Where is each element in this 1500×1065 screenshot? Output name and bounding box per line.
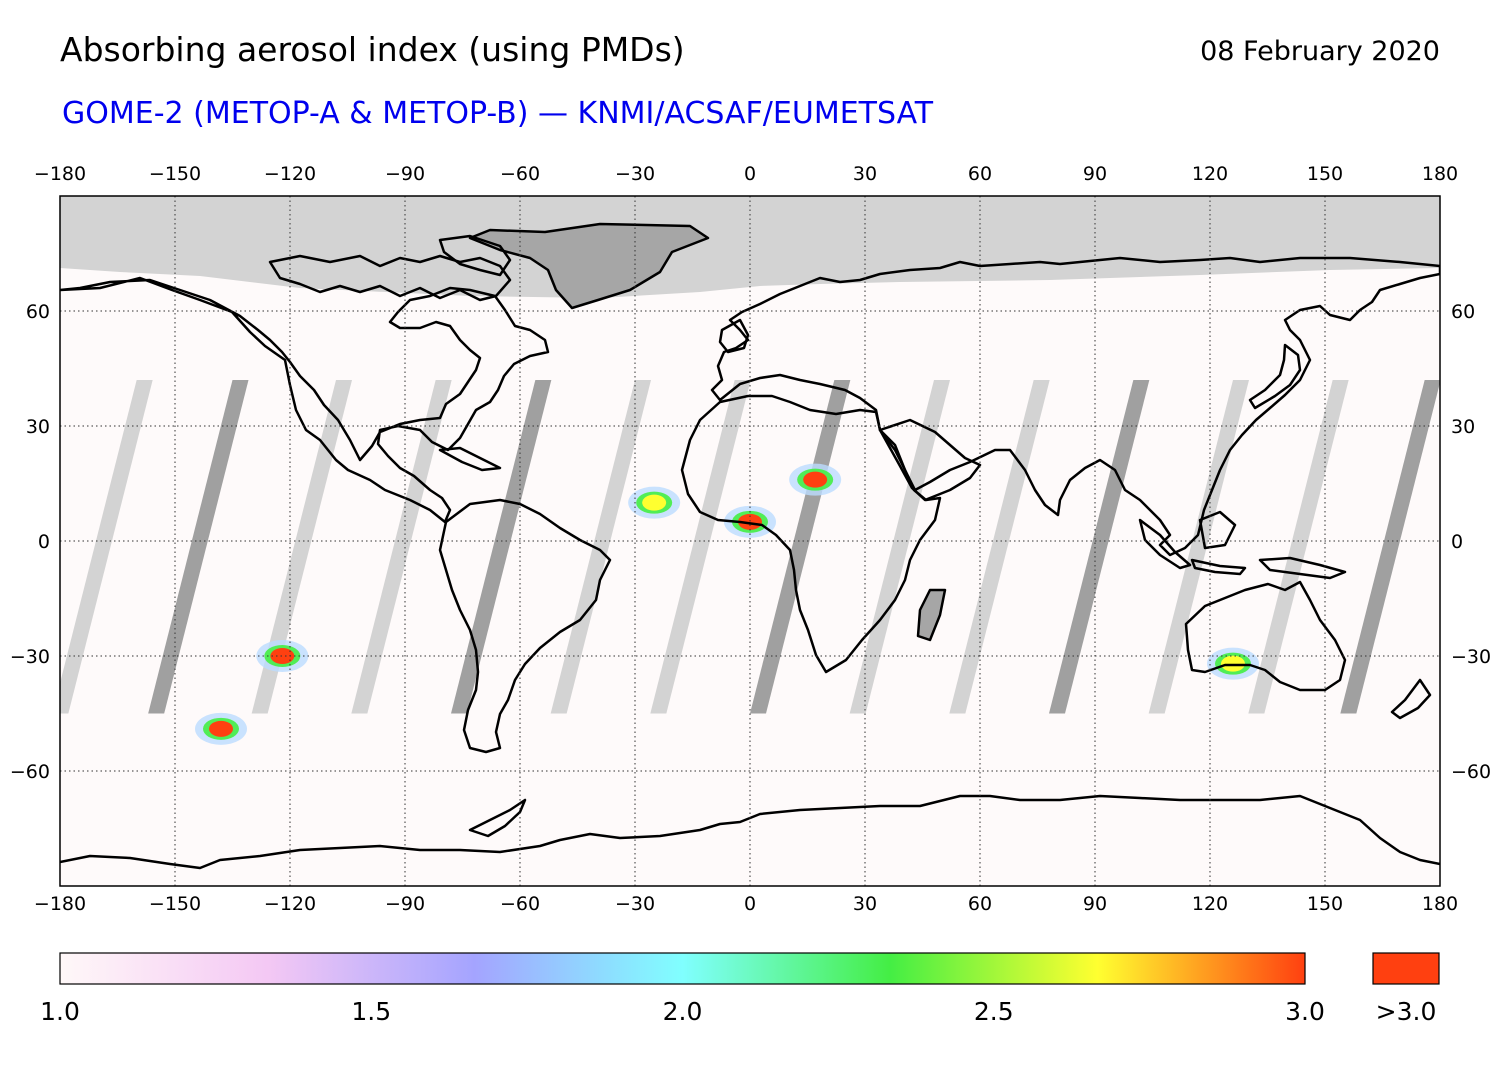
australia-south-core	[1221, 655, 1245, 672]
eurasia-outline	[710, 256, 1440, 557]
greenland-outline	[468, 222, 710, 310]
lon-tick-label: −30	[615, 163, 655, 185]
gulf-of-guinea-core	[738, 513, 762, 530]
orbit-gap-swath	[849, 380, 950, 714]
indonesia-outline	[1138, 510, 1347, 580]
orbit-gap-swath	[1049, 380, 1150, 714]
colorbar-tick-label: 1.5	[351, 997, 391, 1026]
map-frame	[59, 195, 1441, 887]
australia-outline	[1184, 580, 1347, 692]
lon-tick-label: −120	[264, 893, 316, 915]
lon-tick-label: 180	[1422, 163, 1458, 185]
lat-tick-label: −30	[1451, 646, 1491, 668]
lon-tick-label: 150	[1307, 893, 1343, 915]
map-date: 08 February 2020	[1200, 36, 1440, 67]
cuba-outline	[438, 446, 502, 472]
lat-tick-label: 0	[1451, 531, 1463, 553]
lon-tick-label: −90	[385, 163, 425, 185]
south-america-outline	[438, 498, 612, 754]
lon-tick-label: 180	[1422, 893, 1458, 915]
lon-tick-label: 150	[1307, 163, 1343, 185]
antarctic-peninsula	[468, 798, 527, 838]
chad-africa-core	[803, 471, 828, 488]
atlantic-dust-core	[642, 494, 667, 511]
north-america-outline	[60, 276, 550, 524]
orbit-gap-swath	[148, 380, 249, 714]
uk-outline	[718, 318, 750, 354]
lon-tick-label: 0	[744, 893, 756, 915]
aerosol-hotspot-group	[195, 463, 1259, 745]
madagascar-outline	[916, 588, 947, 642]
lat-tick-label: −60	[10, 761, 50, 783]
baffin-island	[438, 234, 512, 277]
orbit-gap-group	[60, 380, 1440, 714]
lon-tick-label: −120	[264, 163, 316, 185]
lon-tick-label: 0	[744, 163, 756, 185]
axis-ticks: −180 −180 −150 −150 −120 −120 −90 −90 −60 −60 −30 −…	[10, 163, 1491, 915]
orbit-gap-swath	[550, 380, 651, 714]
orbit-gap-swath	[750, 380, 851, 714]
colorbar: 1.0 1.5 2.0 2.5 3.0 >3.0	[40, 952, 1440, 1026]
lon-tick-label: 60	[968, 163, 992, 185]
lat-tick-label: 30	[1451, 416, 1475, 438]
south-pacific-plume-2-core	[270, 648, 295, 664]
lon-tick-label: 30	[853, 163, 877, 185]
new-zealand-outline	[1390, 678, 1432, 720]
lon-tick-label: 30	[853, 893, 877, 915]
colorbar-tick-label: 1.0	[40, 997, 80, 1026]
lat-tick-label: 60	[1451, 301, 1475, 323]
orbit-gap-swath	[650, 380, 751, 714]
lat-tick-label: 0	[38, 531, 50, 553]
lat-tick-label: 30	[26, 416, 50, 438]
colorbar-gradient	[59, 952, 1306, 985]
lon-tick-label: −90	[385, 893, 425, 915]
orbit-gap-swath	[1340, 380, 1440, 714]
south-pacific-plume-1-core	[209, 720, 233, 737]
canadian-arctic-islands	[268, 254, 512, 302]
colorbar-tick-label: 2.0	[663, 997, 703, 1026]
lat-tick-label: 60	[26, 301, 50, 323]
lon-tick-label: 120	[1192, 163, 1228, 185]
orbit-gap-swath	[949, 380, 1050, 714]
lon-tick-label: 60	[968, 893, 992, 915]
map-title: Absorbing aerosol index (using PMDs)	[60, 30, 685, 69]
lat-tick-label: −30	[10, 646, 50, 668]
lon-tick-label: −180	[34, 163, 86, 185]
colorbar-tick-label: 2.5	[974, 997, 1014, 1026]
orbit-gap-swath	[451, 380, 552, 714]
arabia-outline	[878, 418, 982, 502]
japan-outline	[1248, 343, 1302, 410]
colorbar-tick-label: 3.0	[1285, 997, 1325, 1026]
lon-tick-label: 120	[1192, 893, 1228, 915]
lon-tick-label: 90	[1083, 163, 1107, 185]
map-subtitle: GOME-2 (METOP-A & METOP-B) — KNMI/ACSAF/…	[62, 96, 934, 131]
orbit-gap-swath	[351, 380, 452, 714]
orbit-gap-swath	[60, 380, 153, 714]
lon-tick-label: −180	[34, 893, 86, 915]
lat-tick-label: −60	[1451, 761, 1491, 783]
colorbar-overflow-swatch	[1372, 952, 1440, 985]
africa-outline	[680, 394, 942, 674]
lon-tick-label: −30	[615, 893, 655, 915]
graticule	[60, 196, 1440, 886]
lon-tick-label: 90	[1083, 893, 1107, 915]
orbit-gap-swath	[1248, 380, 1349, 714]
colorbar-overflow-label: >3.0	[1376, 997, 1437, 1026]
lon-tick-label: −150	[149, 893, 201, 915]
lon-tick-label: −60	[500, 893, 540, 915]
orbit-gap-swath	[251, 380, 352, 714]
lon-tick-label: −60	[500, 163, 540, 185]
lon-tick-label: −150	[149, 163, 201, 185]
